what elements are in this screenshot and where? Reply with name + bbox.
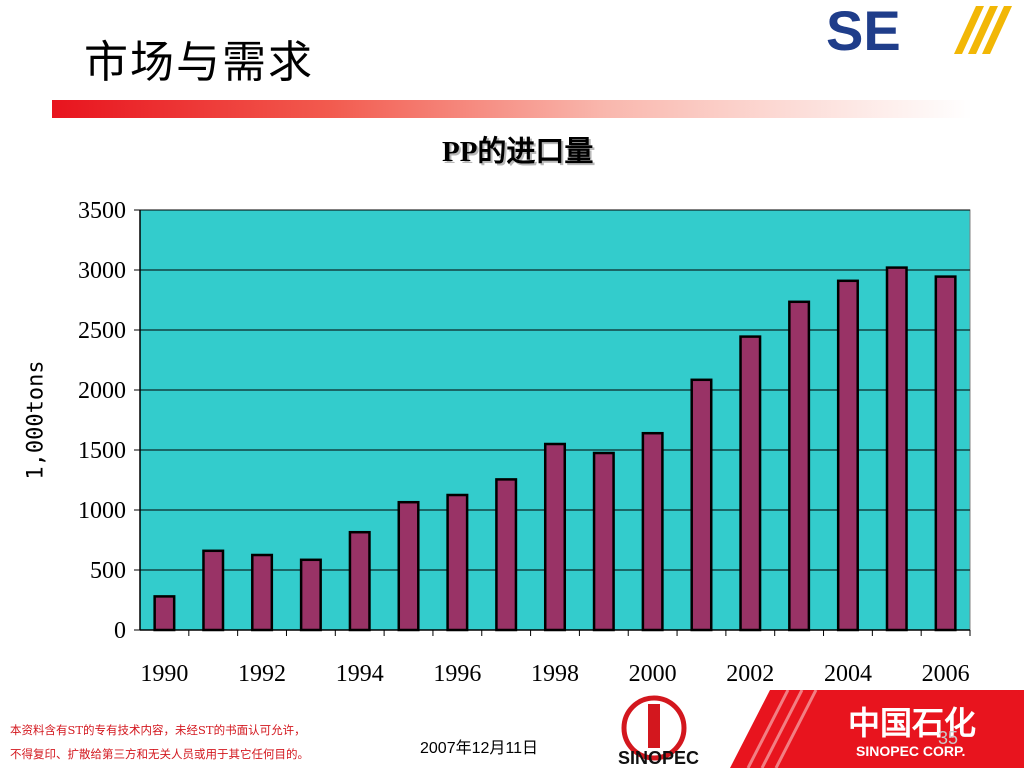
- y-tick-label: 500: [90, 558, 126, 584]
- title-divider-bar: [52, 100, 972, 118]
- x-tick-label: 1992: [238, 661, 286, 687]
- bar-1993: [299, 558, 322, 632]
- y-tick-label: 2500: [78, 318, 126, 344]
- bar-1992: [251, 553, 274, 632]
- bar-2004: [836, 279, 859, 632]
- bar-1996: [446, 493, 469, 632]
- svg-text:中国石化: 中国石化: [848, 704, 976, 742]
- y-tick-label: 1000: [78, 498, 126, 524]
- confidentiality-note-line-1: 本资料含有ST的专有技术内容，未经ST的书面认可允许，: [10, 723, 306, 737]
- sinopec-banner-logo: 中国石化 SINOPEC CORP.: [730, 690, 1024, 768]
- y-tick-label: 1500: [78, 438, 126, 464]
- y-tick-label: 0: [114, 618, 126, 644]
- y-tick-label: 3000: [78, 258, 126, 284]
- x-tick-label: 2002: [726, 661, 774, 687]
- bar-1998: [543, 442, 567, 632]
- bar-2003: [788, 300, 811, 632]
- svg-text:SINOPEC: SINOPEC: [618, 748, 699, 768]
- bar-1990: [153, 595, 176, 632]
- x-tick-label: 2000: [629, 661, 677, 687]
- slide-title: 市场与需求: [84, 37, 314, 88]
- x-tick-label: 2004: [824, 661, 872, 687]
- x-tick-label: 1996: [433, 661, 481, 687]
- x-tick-label: 1998: [531, 661, 579, 687]
- x-tick-label: 1990: [140, 661, 188, 687]
- bar-1991: [202, 549, 225, 632]
- page-number: 35: [938, 728, 959, 748]
- bar-1997: [495, 478, 518, 632]
- bar-2002: [739, 335, 762, 632]
- x-tick-label: 1994: [336, 661, 384, 687]
- bar-2001: [690, 378, 713, 632]
- bar-1999: [592, 451, 615, 632]
- bar-chart: 0 500 1000 1500 2000 2500 3000 3500 1990 1992 1994…: [78, 198, 971, 687]
- bar-2000: [641, 431, 664, 632]
- x-tick-label: 2006: [922, 661, 970, 687]
- footer-date: 2007年12月11日: [420, 740, 539, 757]
- se-logo: SE: [826, 4, 1012, 56]
- confidentiality-note-line-2: 不得复印、扩散给第三方和无关人员或用于其它任何目的。: [10, 747, 309, 761]
- svg-text:SINOPEC CORP.: SINOPEC CORP.: [856, 743, 965, 759]
- confidentiality-note: 本资料含有ST的专有技术内容，未经ST的书面认可允许， 不得复印、扩散给第三方和…: [10, 718, 390, 766]
- bar-1995: [397, 500, 420, 632]
- bar-2006: [934, 275, 957, 632]
- sinopec-emblem-logo: SINOPEC: [618, 695, 699, 768]
- svg-text:SE: SE: [826, 4, 901, 56]
- y-tick-label: 3500: [78, 198, 126, 224]
- y-tick-label: 2000: [78, 378, 126, 404]
- bar-2005: [885, 266, 908, 632]
- chart-title: PP的进口量: [442, 136, 594, 168]
- bar-1994: [348, 530, 371, 632]
